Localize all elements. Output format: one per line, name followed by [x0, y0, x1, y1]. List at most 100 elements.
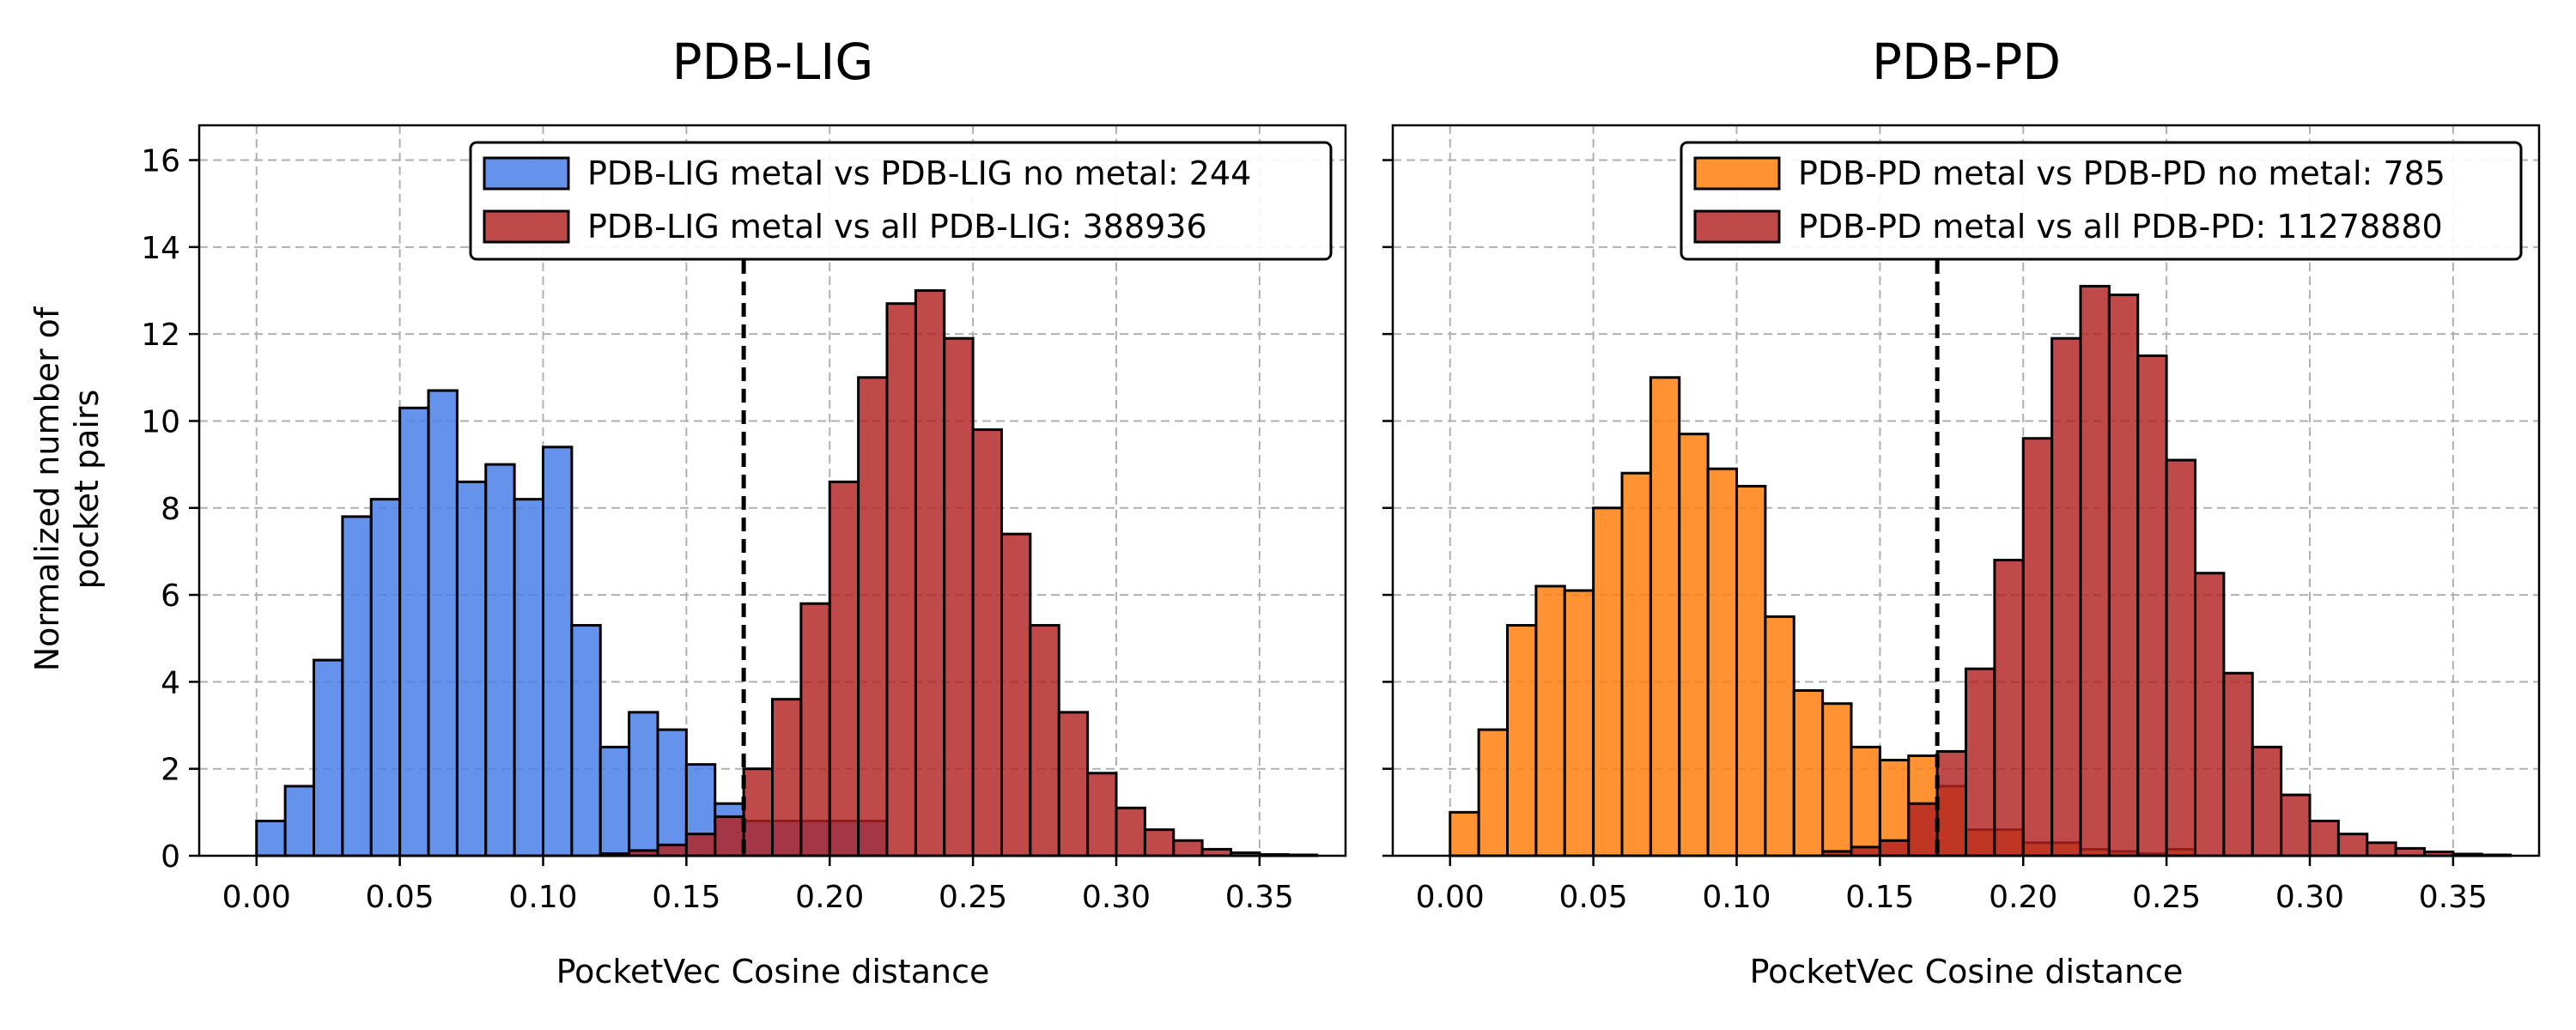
- x-axis-label-pdb-lig: PocketVec Cosine distance: [556, 953, 990, 991]
- bar-series-0-bin-5: [398, 406, 430, 857]
- bar-series-1-bin-9: [857, 376, 889, 857]
- bar-series-0-bin-10: [1735, 484, 1767, 857]
- x-tick-label-5: 0.25: [2132, 880, 2201, 915]
- bar-series-1-bin-20: [1172, 839, 1204, 857]
- bar-series-0-bin-11: [1764, 615, 1795, 857]
- x-tick-label-0: 0.00: [222, 880, 291, 915]
- y-tick-label-5: 10: [141, 404, 180, 439]
- x-tick-label-2: 0.10: [1702, 880, 1771, 915]
- x-tick-label-0: 0.00: [1416, 880, 1485, 915]
- bar-series-0-bin-10: [542, 445, 574, 857]
- bar-series-0-bin-9: [513, 498, 544, 857]
- bar-series-0-bin-2: [1506, 624, 1538, 857]
- bar-series-0-bin-12: [598, 745, 631, 857]
- bar-series-0-bin-11: [570, 624, 602, 857]
- legend-entry-0: PDB-LIG metal vs PDB-LIG no metal: 244: [587, 154, 1251, 192]
- bar-series-0-bin-0: [255, 819, 287, 857]
- x-axis-label-pdb-pd: PocketVec Cosine distance: [1750, 953, 2184, 991]
- bar-series-1-bin-1: [1850, 845, 1881, 857]
- bar-series-1-bin-12: [943, 336, 975, 857]
- bar-series-1-bin-4: [1935, 749, 1967, 857]
- legend-box: [1680, 141, 2523, 261]
- bar-series-0-bin-5: [1592, 506, 1624, 857]
- y-axis-label-line-2: pocket pairs: [68, 390, 106, 590]
- bar-series-1-bin-10: [885, 302, 917, 857]
- bar-series-1-bin-19: [1143, 828, 1176, 857]
- legend-swatch-0: [1693, 156, 1781, 191]
- bar-series-1-bin-8: [828, 480, 860, 857]
- histogram-bars: [1449, 284, 2512, 857]
- legend-pdb-pd: PDB-PD metal vs PDB-PD no metal: 785 PDB-…: [1680, 141, 2523, 261]
- bar-series-1-bin-20: [2394, 846, 2426, 857]
- legend-box: [469, 141, 1333, 261]
- bar-series-1-bin-17: [2308, 819, 2340, 857]
- bar-series-0-bin-4: [1563, 589, 1595, 857]
- bar-series-1-bin-3: [684, 833, 717, 857]
- tick-marks: 0.00 0.05 0.10 0.15 0.20 0.25 0.30 0.35 0 2 4 6 8 10 1…: [141, 144, 1294, 915]
- plot-frame: [197, 124, 1347, 857]
- bar-series-0-bin-3: [341, 515, 373, 857]
- legend-entry-0: PDB-PD metal vs PDB-PD no metal: 785: [1798, 154, 2445, 192]
- x-tick-label-3: 0.15: [652, 880, 720, 915]
- bar-series-0-bin-7: [455, 480, 488, 857]
- bar-series-1-bin-11: [2136, 354, 2168, 857]
- bar-series-0-bin-3: [1534, 585, 1566, 857]
- bar-series-1-bin-16: [2280, 793, 2312, 857]
- legend-entry-1: PDB-LIG metal vs all PDB-LIG: 388936: [587, 208, 1207, 245]
- bar-series-1-bin-15: [2251, 745, 2283, 857]
- bar-series-0-bin-12: [1792, 689, 1825, 857]
- bar-series-1-bin-5: [742, 767, 774, 857]
- bar-series-1-bin-17: [1086, 772, 1118, 857]
- bar-series-0-bin-8: [1678, 433, 1710, 857]
- y-tick-label-1: 2: [161, 753, 180, 788]
- x-tick-label-3: 0.15: [1845, 880, 1914, 915]
- bar-series-1-bin-6: [771, 698, 803, 857]
- bar-series-0-bin-9: [1706, 467, 1738, 857]
- y-tick-label-0: 0: [161, 839, 180, 875]
- y-tick-label-7: 14: [141, 231, 180, 266]
- bar-series-0-bin-14: [656, 728, 688, 857]
- bar-series-0-bin-4: [369, 498, 402, 857]
- bar-series-1-bin-12: [2165, 458, 2196, 857]
- bar-series-1-bin-6: [1993, 559, 2025, 857]
- histogram-bars: [255, 288, 1319, 857]
- y-axis-label-line-1: Normalized number of: [28, 306, 66, 671]
- bar-series-0-bin-8: [484, 463, 516, 857]
- bar-series-1-bin-10: [2107, 294, 2140, 857]
- y-tick-label-8: 16: [141, 144, 180, 179]
- bar-series-0-bin-14: [1850, 745, 1881, 857]
- legend-entry-1: PDB-PD metal vs all PDB-PD: 11278880: [1798, 208, 2443, 245]
- bar-series-1-bin-14: [1000, 532, 1032, 857]
- bar-series-1-bin-16: [1057, 711, 1090, 857]
- panel-pdb-lig: PDB-LIG 0.00 0.05 0.10 0.15 0.20 0.25 0.30 0.35…: [141, 33, 1347, 991]
- bar-series-1-bin-7: [2021, 437, 2054, 857]
- y-tick-label-2: 4: [161, 665, 180, 700]
- bar-series-1-bin-13: [2194, 572, 2226, 857]
- bar-series-1-bin-3: [1907, 802, 1939, 857]
- bar-series-0-bin-2: [313, 658, 344, 857]
- legend-swatch-0: [483, 156, 570, 191]
- bar-series-0-bin-0: [1449, 810, 1480, 857]
- legend-swatch-1: [483, 209, 570, 244]
- x-tick-label-7: 0.35: [1225, 880, 1294, 915]
- bar-series-0-bin-6: [1620, 471, 1652, 857]
- plot-frame: [1391, 124, 2541, 857]
- bar-series-1-bin-8: [2050, 336, 2082, 857]
- bar-series-0-bin-6: [427, 389, 459, 857]
- y-tick-label-6: 12: [141, 318, 180, 353]
- bar-series-1-bin-2: [1878, 839, 1911, 857]
- bar-series-1-bin-7: [799, 602, 831, 857]
- bar-series-0-bin-13: [1821, 702, 1853, 857]
- bar-series-0-bin-1: [283, 785, 315, 857]
- panel-pdb-pd: PDB-PD 0.00 0.05 0.10 0.15 0.20 0.25 0.30 0.35 …: [1382, 33, 2541, 991]
- bar-series-1-bin-13: [971, 428, 1003, 857]
- x-tick-label-5: 0.25: [939, 880, 1007, 915]
- y-tick-label-3: 6: [161, 579, 180, 614]
- tick-marks: 0.00 0.05 0.10 0.15 0.20 0.25 0.30 0.35: [1382, 159, 2488, 915]
- x-tick-label-1: 0.05: [366, 880, 434, 915]
- x-tick-label-6: 0.30: [1082, 880, 1151, 915]
- axes-frame: [1391, 124, 2541, 857]
- bar-series-1-bin-19: [2366, 841, 2397, 857]
- x-tick-label-2: 0.10: [508, 880, 577, 915]
